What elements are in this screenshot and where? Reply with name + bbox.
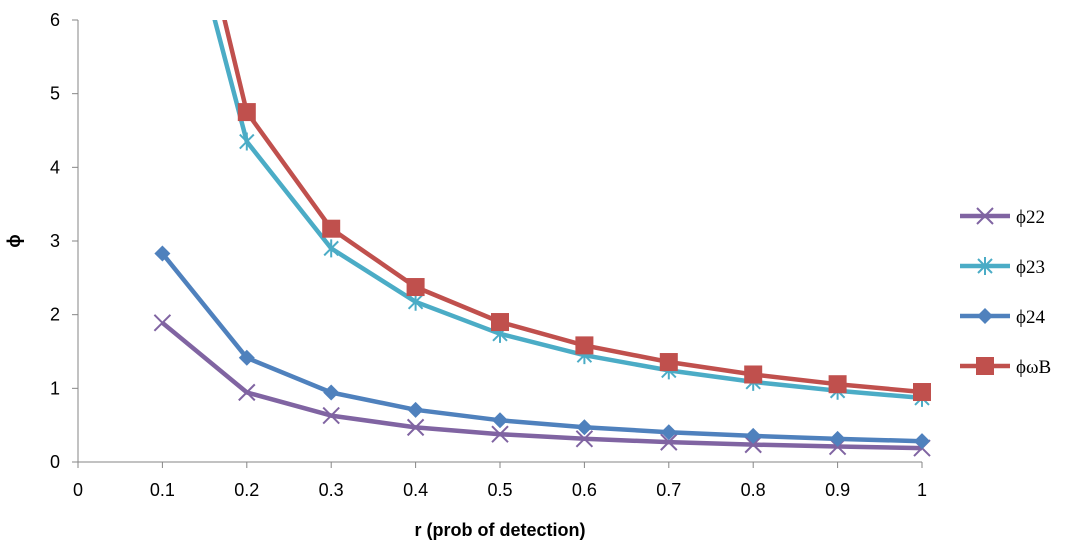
- series-3: [222, 20, 931, 402]
- legend-item: ϕ24: [960, 307, 1046, 328]
- data-point: [491, 425, 509, 443]
- x-tick-label: 0.3: [319, 480, 344, 500]
- y-tick-label: 2: [50, 305, 60, 325]
- data-point: [239, 132, 255, 151]
- data-point: [744, 435, 762, 454]
- data-point: [237, 103, 256, 122]
- legend-label: ϕ24: [1016, 307, 1046, 328]
- legend-marker: [976, 357, 994, 375]
- y-axis-ticks: 0 1 2 3 4 5 6: [50, 10, 78, 472]
- y-tick-label: 6: [50, 10, 60, 30]
- y-tick-label: 1: [50, 378, 60, 398]
- data-point: [575, 430, 594, 448]
- y-tick-label: 5: [50, 84, 60, 104]
- data-point: [323, 384, 340, 401]
- x-tick-label: 0.9: [825, 480, 850, 500]
- legend-label: ϕ23: [1016, 257, 1045, 278]
- data-point: [576, 419, 593, 436]
- x-tick-label: 1: [917, 480, 927, 500]
- legend-item: ϕ23: [960, 257, 1045, 278]
- data-point: [238, 383, 256, 402]
- data-point: [492, 412, 508, 429]
- series-2: [154, 245, 930, 450]
- y-tick-label: 0: [50, 452, 60, 472]
- series-1: [212, 20, 930, 407]
- legend-marker: [977, 257, 993, 275]
- legend-label: ϕ22: [1016, 207, 1045, 228]
- data-point: [406, 278, 425, 297]
- series-layer: [153, 20, 931, 457]
- data-point: [659, 353, 678, 372]
- x-axis-title: r (prob of detection): [415, 520, 586, 540]
- data-point: [322, 406, 340, 425]
- data-point: [153, 314, 172, 332]
- legend-marker: [977, 308, 993, 324]
- y-tick-label: 4: [50, 157, 60, 177]
- series-line: [212, 20, 923, 401]
- data-point: [491, 313, 509, 332]
- data-point: [914, 433, 930, 450]
- legend-item: ϕωB: [960, 357, 1051, 378]
- data-point: [660, 424, 677, 441]
- data-point: [323, 239, 339, 258]
- data-point: [322, 219, 341, 238]
- x-tick-label: 0: [73, 480, 83, 500]
- data-point: [828, 375, 847, 394]
- y-tick-label: 3: [50, 231, 60, 251]
- data-point: [407, 401, 424, 418]
- x-tick-label: 0.6: [572, 480, 597, 500]
- series-0: [153, 314, 931, 457]
- x-tick-label: 0.5: [487, 480, 512, 500]
- data-point: [575, 336, 594, 355]
- x-tick-label: 0.2: [234, 480, 259, 500]
- legend: ϕ22 ϕ23 ϕ24 ϕωB: [960, 207, 1051, 378]
- data-point: [744, 365, 763, 384]
- legend-item: ϕ22: [960, 207, 1045, 228]
- x-tick-label: 0.1: [150, 480, 175, 500]
- series-line: [160, 252, 923, 444]
- data-point: [154, 245, 171, 262]
- series-line: [222, 20, 923, 395]
- x-axis-ticks: 0 0.1 0.2 0.3 0.4 0.5 0.6 0.7 0.8 0.9 1: [73, 462, 927, 500]
- y-axis-title: ϕ: [4, 234, 24, 248]
- legend-label: ϕωB: [1016, 357, 1051, 378]
- data-point: [745, 427, 762, 444]
- legend-marker: [976, 207, 994, 225]
- data-point: [238, 349, 255, 366]
- series-line: [160, 321, 923, 451]
- data-point: [406, 418, 425, 437]
- x-tick-label: 0.7: [656, 480, 681, 500]
- x-tick-label: 0.8: [741, 480, 766, 500]
- data-point: [913, 383, 931, 402]
- data-point: [829, 430, 846, 447]
- data-point: [660, 433, 678, 451]
- x-tick-label: 0.4: [403, 480, 428, 500]
